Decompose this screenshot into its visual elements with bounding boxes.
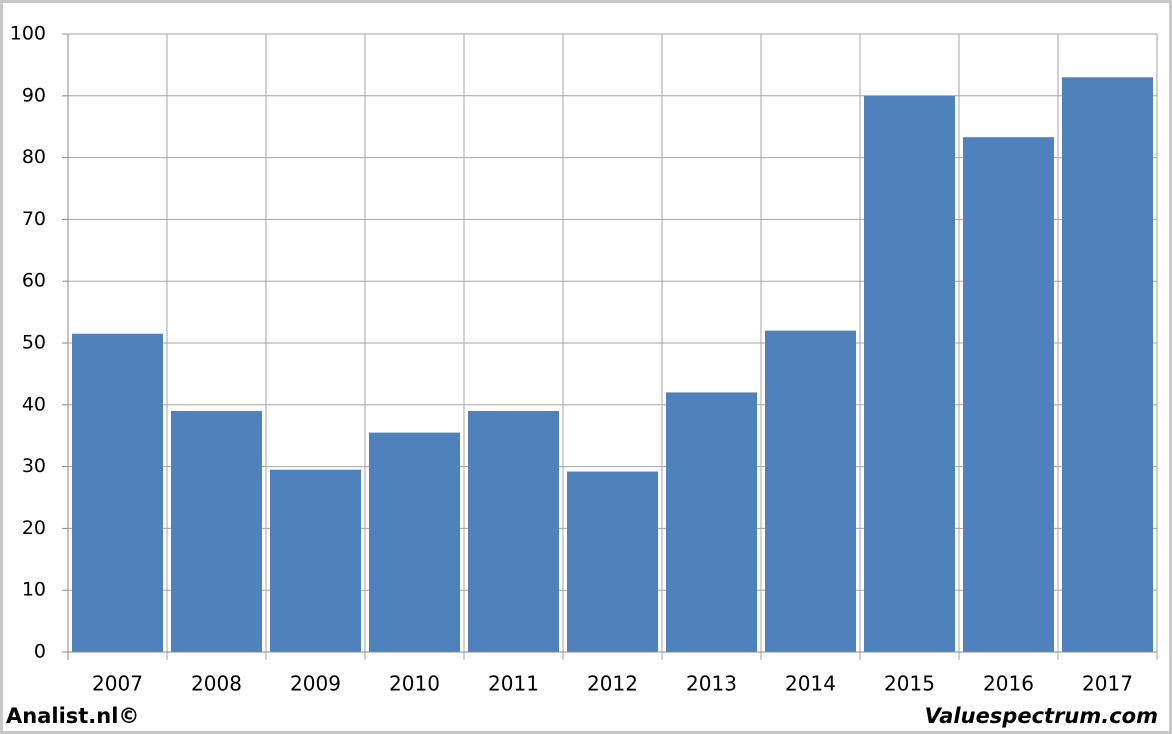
bar <box>72 333 163 652</box>
bar <box>369 432 460 652</box>
x-tick-label: 2010 <box>389 672 440 696</box>
bar <box>666 392 757 652</box>
bar <box>765 330 856 652</box>
y-tick-label: 40 <box>22 393 46 415</box>
x-tick-label: 2012 <box>587 672 638 696</box>
x-tick-label: 2014 <box>785 672 836 696</box>
bar <box>270 469 361 652</box>
source-credit: Analist.nl© <box>6 704 139 728</box>
x-tick-label: 2007 <box>92 672 143 696</box>
y-tick-label: 50 <box>22 332 46 354</box>
bar <box>171 410 262 652</box>
x-tick-label: 2009 <box>290 672 341 696</box>
y-tick-label: 60 <box>22 270 46 292</box>
y-tick-label: 20 <box>22 517 46 539</box>
bar <box>468 410 559 652</box>
bar <box>864 95 955 653</box>
y-tick-label: 30 <box>22 455 46 477</box>
watermark: Valuespectrum.com <box>925 704 1158 728</box>
y-tick-label: 0 <box>34 641 46 663</box>
y-tick-label: 70 <box>22 208 46 230</box>
y-tick-label: 10 <box>22 579 46 601</box>
bar <box>963 137 1054 652</box>
bar <box>1062 77 1153 652</box>
x-tick-label: 2011 <box>488 672 539 696</box>
x-tick-label: 2016 <box>983 672 1034 696</box>
x-tick-label: 2017 <box>1082 672 1133 696</box>
y-tick-label: 100 <box>10 23 46 45</box>
bar <box>567 471 658 652</box>
y-tick-label: 90 <box>22 84 46 106</box>
x-tick-label: 2015 <box>884 672 935 696</box>
x-tick-label: 2013 <box>686 672 737 696</box>
x-tick-label: 2008 <box>191 672 242 696</box>
y-tick-label: 80 <box>22 146 46 168</box>
